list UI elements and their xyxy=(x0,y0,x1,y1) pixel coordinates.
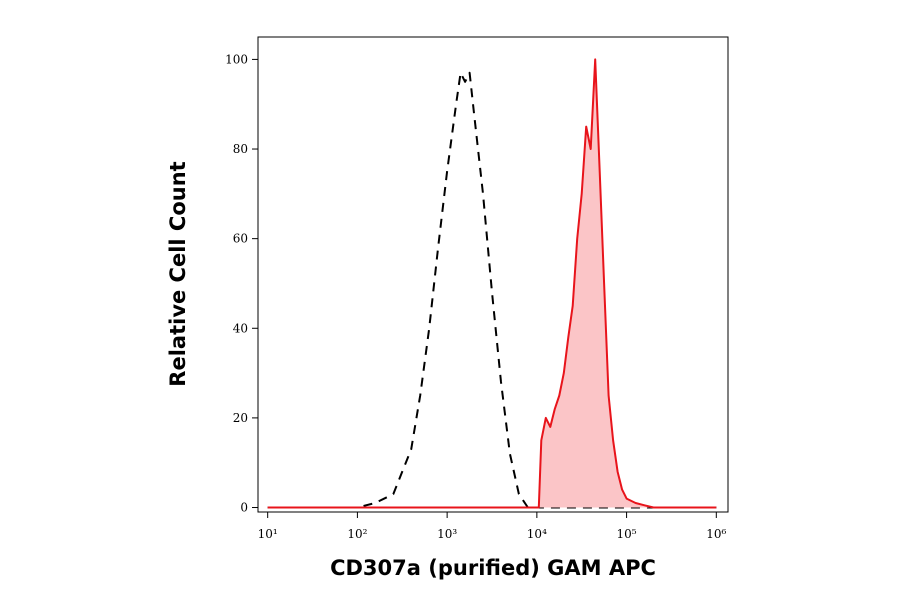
x-tick-label: 10¹ xyxy=(258,527,278,541)
x-tick-label: 10⁴ xyxy=(527,527,547,541)
x-tick-label: 10³ xyxy=(437,527,457,541)
series-area xyxy=(267,59,717,508)
y-tick-label: 100 xyxy=(225,52,248,66)
x-axis-label: CD307a (purified) GAM APC xyxy=(330,556,656,580)
y-tick-label: 40 xyxy=(233,321,248,335)
y-tick-label: 0 xyxy=(240,501,248,515)
series-line xyxy=(267,71,717,509)
x-tick-label: 10² xyxy=(347,527,367,541)
x-tick-label: 10⁶ xyxy=(706,527,726,541)
y-tick-label: 80 xyxy=(233,142,248,156)
x-tick-label: 10⁵ xyxy=(617,527,637,541)
series-line xyxy=(267,58,717,509)
y-axis-label: Relative Cell Count xyxy=(166,161,190,386)
plot-frame xyxy=(257,36,729,513)
y-tick-label: 60 xyxy=(233,232,248,246)
y-tick-label: 20 xyxy=(233,411,248,425)
